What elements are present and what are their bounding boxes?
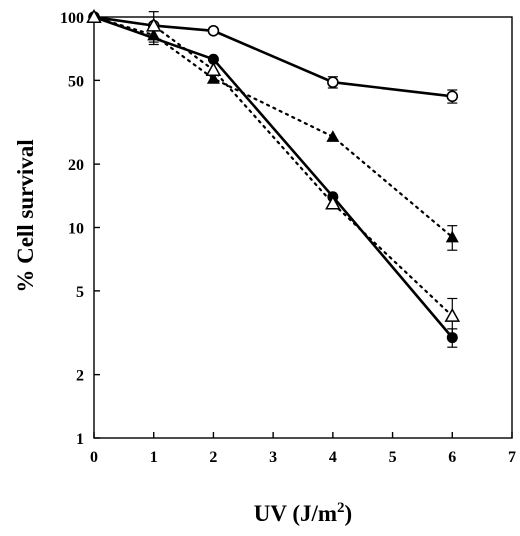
plot-frame bbox=[93, 16, 513, 439]
x-tick-label: 3 bbox=[269, 449, 277, 466]
y-tick-label: 100 bbox=[60, 10, 84, 27]
y-tick-label: 5 bbox=[76, 284, 84, 301]
x-axis-title-main: UV (J/m bbox=[254, 501, 337, 526]
data-point bbox=[207, 24, 220, 37]
x-tick-label: 1 bbox=[150, 449, 158, 466]
y-tick-label: 20 bbox=[68, 157, 84, 174]
series-2 bbox=[87, 10, 459, 251]
data-point bbox=[326, 130, 340, 142]
series-layer bbox=[86, 8, 461, 348]
series-line bbox=[92, 15, 454, 318]
series-line bbox=[93, 15, 454, 339]
data-point bbox=[445, 230, 459, 243]
series-line bbox=[92, 15, 454, 239]
series-3 bbox=[88, 11, 458, 348]
x-axis-title-close: ) bbox=[345, 501, 353, 526]
series-1 bbox=[88, 11, 459, 104]
x-tick-label: 2 bbox=[209, 449, 217, 466]
x-tick-label: 7 bbox=[508, 449, 516, 466]
data-point bbox=[86, 8, 102, 23]
data-point bbox=[145, 17, 162, 32]
x-axis-title: UV (J/m2) bbox=[254, 500, 352, 526]
y-tick-label: 2 bbox=[76, 368, 84, 385]
x-axis-title-superscript: 2 bbox=[337, 500, 345, 516]
data-point bbox=[444, 307, 461, 322]
data-point bbox=[446, 90, 459, 103]
y-axis-title: % Cell survival bbox=[13, 139, 38, 292]
y-tick-label: 50 bbox=[68, 73, 84, 90]
data-point bbox=[205, 61, 222, 76]
data-point bbox=[325, 195, 341, 210]
y-tick-label: 1 bbox=[76, 431, 84, 448]
x-tick-label: 0 bbox=[90, 449, 98, 466]
x-tick-label: 4 bbox=[329, 449, 337, 466]
y-tick-label: 10 bbox=[68, 221, 84, 238]
series-4 bbox=[86, 8, 461, 339]
axes bbox=[93, 16, 513, 439]
data-point bbox=[327, 76, 339, 89]
data-point bbox=[206, 72, 220, 84]
data-point bbox=[207, 53, 219, 65]
x-tick-label: 5 bbox=[389, 449, 397, 466]
x-tick-label: 6 bbox=[448, 449, 456, 466]
